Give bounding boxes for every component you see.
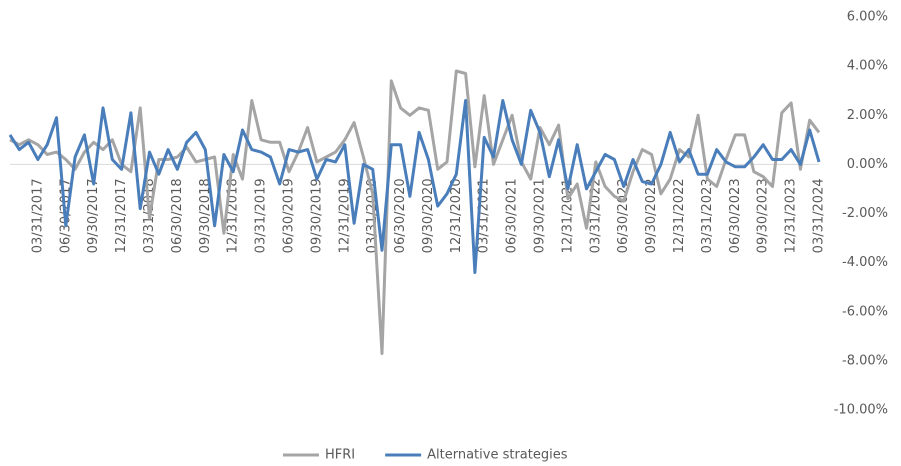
y-tick-label: -6.00% [842,304,888,319]
x-tick-label: 06/30/2019 [281,178,296,253]
x-tick-label: 12/31/2022 [672,178,687,253]
x-tick-label: 06/30/2022 [616,178,631,253]
x-tick-label: 09/30/2022 [644,178,659,253]
y-tick-label: 4.00% [847,59,888,74]
y-tick-label: -8.00% [842,353,888,368]
x-tick-label: 06/30/2018 [170,178,185,253]
x-tick-label: 09/30/2023 [756,178,771,253]
x-tick-label: 12/31/2023 [784,178,799,253]
legend-label: Alternative strategies [427,448,568,463]
x-tick-label: 12/31/2017 [114,178,129,253]
x-tick-label: 12/31/2021 [560,178,575,253]
y-tick-label: -2.00% [842,206,888,221]
y-tick-label: -4.00% [842,255,888,270]
x-tick-label: 06/30/2023 [728,178,743,253]
x-tick-label: 06/30/2020 [393,178,408,253]
y-tick-label: 0.00% [847,157,888,172]
x-tick-label: 12/31/2019 [337,178,352,253]
x-tick-label: 09/30/2017 [86,178,101,253]
x-tick-label: 09/30/2019 [309,178,324,253]
x-tick-label: 09/30/2020 [421,178,436,253]
x-tick-label: 03/31/2019 [254,178,269,253]
x-tick-label: 06/30/2021 [505,178,520,253]
x-tick-label: 12/31/2020 [449,178,464,253]
x-tick-label: 03/31/2023 [700,178,715,253]
legend-label: HFRI [325,448,355,463]
x-tick-label: 09/30/2018 [198,178,213,253]
x-tick-label: 03/31/2017 [30,178,45,253]
y-tick-label: -10.00% [834,403,888,418]
y-tick-label: 6.00% [847,10,888,25]
x-tick-label: 03/31/2024 [812,178,827,253]
y-tick-label: 2.00% [847,108,888,123]
x-tick-label: 09/30/2021 [533,178,548,253]
series-line [8,99,821,274]
